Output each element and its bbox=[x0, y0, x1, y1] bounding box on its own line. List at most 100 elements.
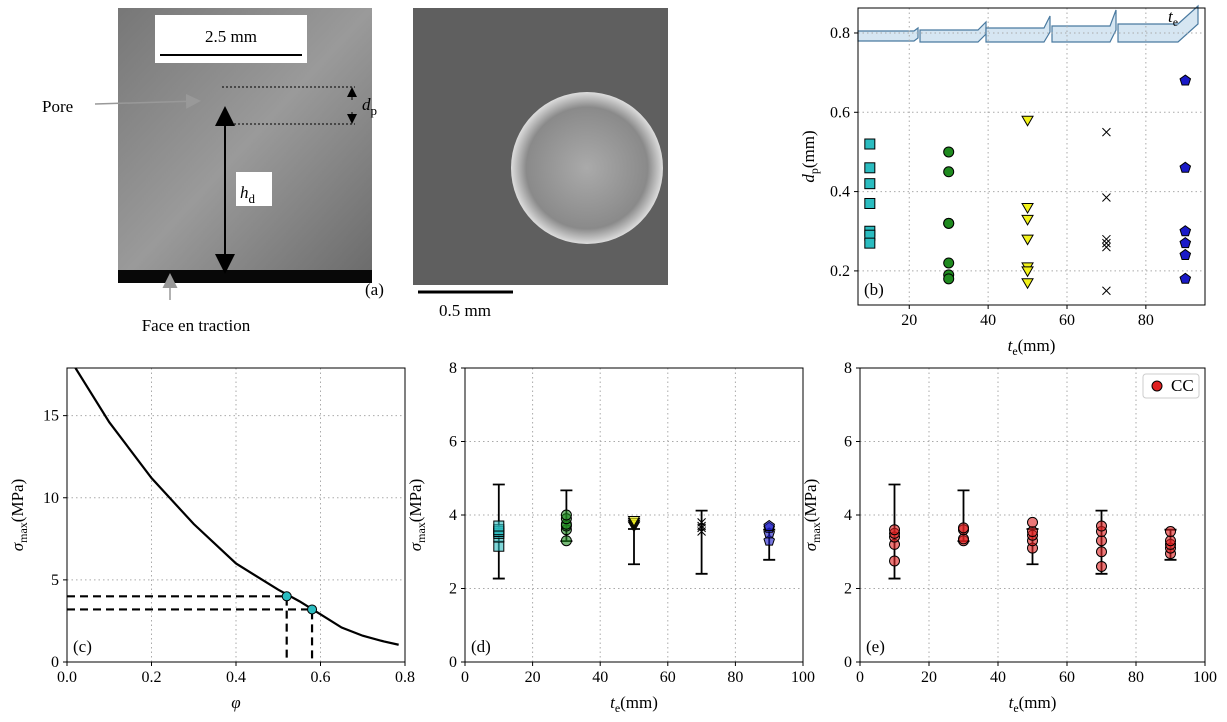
marker bbox=[1021, 234, 1034, 246]
label-main: t bbox=[610, 693, 616, 712]
hd-label: hd bbox=[240, 183, 256, 206]
label-main: σ bbox=[8, 542, 27, 551]
x-tick-label: 20 bbox=[921, 669, 937, 686]
x-axis-label: te(mm) bbox=[1009, 693, 1057, 715]
error-bar bbox=[628, 528, 640, 566]
guide-line bbox=[67, 595, 288, 662]
marker bbox=[1096, 520, 1107, 532]
marker bbox=[697, 521, 706, 531]
x-tick-label: 0.6 bbox=[311, 669, 331, 686]
x-tick-label: 100 bbox=[791, 669, 815, 686]
error-bar bbox=[695, 509, 708, 575]
plot-frame bbox=[857, 7, 1206, 306]
marker bbox=[864, 237, 876, 249]
pore-label: Pore bbox=[42, 97, 73, 116]
y-tick-label: 8 bbox=[449, 360, 457, 377]
marker bbox=[627, 516, 641, 528]
y-tick-label: 15 bbox=[43, 408, 59, 425]
panel-label: (e) bbox=[866, 637, 885, 656]
x-tick-label: 0.4 bbox=[226, 669, 246, 686]
label-sub: max bbox=[414, 522, 428, 543]
marker bbox=[1096, 560, 1107, 572]
y-tick-label: 0.2 bbox=[830, 263, 850, 280]
y-tick-label: 0 bbox=[844, 654, 852, 671]
y-tick-label: 6 bbox=[449, 434, 457, 451]
y-tick-label: 2 bbox=[844, 581, 852, 598]
label-sub: e bbox=[1012, 344, 1017, 358]
x-tick-label: 40 bbox=[980, 312, 996, 329]
panel-a: 2.5 mm Pore dp hd Face en traction (a) bbox=[42, 8, 384, 335]
label-sub: p bbox=[807, 168, 821, 174]
marker bbox=[1021, 266, 1034, 278]
marker bbox=[1027, 516, 1038, 528]
x-tick-label: 0 bbox=[856, 669, 864, 686]
marker bbox=[697, 517, 706, 527]
y-tick-label: 8 bbox=[844, 360, 852, 377]
block bbox=[857, 26, 919, 42]
plot-frame bbox=[66, 367, 406, 663]
label-unit: (mm) bbox=[1019, 693, 1057, 712]
y-tick-label: 10 bbox=[43, 490, 59, 507]
plot-frame bbox=[859, 367, 1206, 663]
sem-panel: 0.5 mm bbox=[413, 8, 668, 320]
x-tick-label: 60 bbox=[660, 669, 676, 686]
label-main: t bbox=[1008, 336, 1014, 355]
panel-label: (b) bbox=[864, 280, 884, 299]
marker bbox=[1179, 248, 1192, 260]
marker bbox=[958, 522, 969, 534]
label-unit: (mm) bbox=[799, 130, 818, 168]
label-unit: (MPa) bbox=[406, 479, 425, 522]
highlight-point bbox=[281, 591, 292, 602]
x-tick-label: 80 bbox=[1128, 669, 1144, 686]
label-main: t bbox=[1009, 693, 1015, 712]
legend-label: CC bbox=[1171, 376, 1194, 395]
panel-label: (a) bbox=[365, 280, 384, 299]
highlight-point bbox=[307, 604, 318, 615]
y-axis-label: σmax(MPa) bbox=[8, 479, 30, 552]
y-axis-label: σmax(MPa) bbox=[801, 479, 823, 552]
marker bbox=[1179, 237, 1192, 249]
block-sketch: te bbox=[857, 4, 1199, 43]
dp-label: dp bbox=[362, 95, 377, 118]
x-tick-label: 20 bbox=[901, 312, 917, 329]
marker bbox=[1021, 115, 1034, 127]
marker bbox=[943, 146, 955, 158]
pore-arrow bbox=[94, 93, 201, 109]
block bbox=[1051, 9, 1117, 43]
x-tick-label: 80 bbox=[1138, 312, 1154, 329]
x-tick-label: 0.0 bbox=[57, 669, 77, 686]
label-main: σ bbox=[406, 542, 425, 551]
marker bbox=[864, 197, 876, 209]
y-tick-label: 4 bbox=[449, 507, 457, 524]
y-axis-label: dp(mm) bbox=[799, 130, 821, 182]
x-axis-label: te(mm) bbox=[1008, 336, 1056, 358]
marker bbox=[560, 509, 572, 521]
x-tick-label: 60 bbox=[1059, 669, 1075, 686]
y-tick-label: 0.4 bbox=[830, 184, 850, 201]
marker bbox=[1021, 278, 1034, 290]
label-sub: max bbox=[16, 522, 30, 543]
y-axis-label: σmax(MPa) bbox=[406, 479, 428, 552]
marker bbox=[943, 273, 955, 285]
x-tick-label: 60 bbox=[1059, 312, 1075, 329]
marker bbox=[1165, 526, 1176, 538]
te-sub: e bbox=[1173, 15, 1178, 29]
hd-main: h bbox=[240, 183, 249, 202]
y-tick-label: 2 bbox=[449, 581, 457, 598]
x-axis-label: te(mm) bbox=[610, 693, 658, 715]
block bbox=[985, 15, 1051, 43]
label-sub: e bbox=[1013, 701, 1018, 715]
marker bbox=[958, 533, 969, 545]
marker bbox=[1102, 234, 1111, 244]
x-tick-label: 0.2 bbox=[142, 669, 162, 686]
y-tick-label: 5 bbox=[51, 572, 59, 589]
marker bbox=[560, 535, 572, 547]
marker bbox=[763, 519, 776, 531]
x-tick-label: 100 bbox=[1193, 669, 1217, 686]
x-axis-label: φ bbox=[231, 693, 240, 712]
label-unit: (mm) bbox=[1018, 336, 1056, 355]
marker bbox=[864, 178, 876, 190]
marker bbox=[943, 257, 955, 269]
y-tick-label: 4 bbox=[844, 507, 852, 524]
